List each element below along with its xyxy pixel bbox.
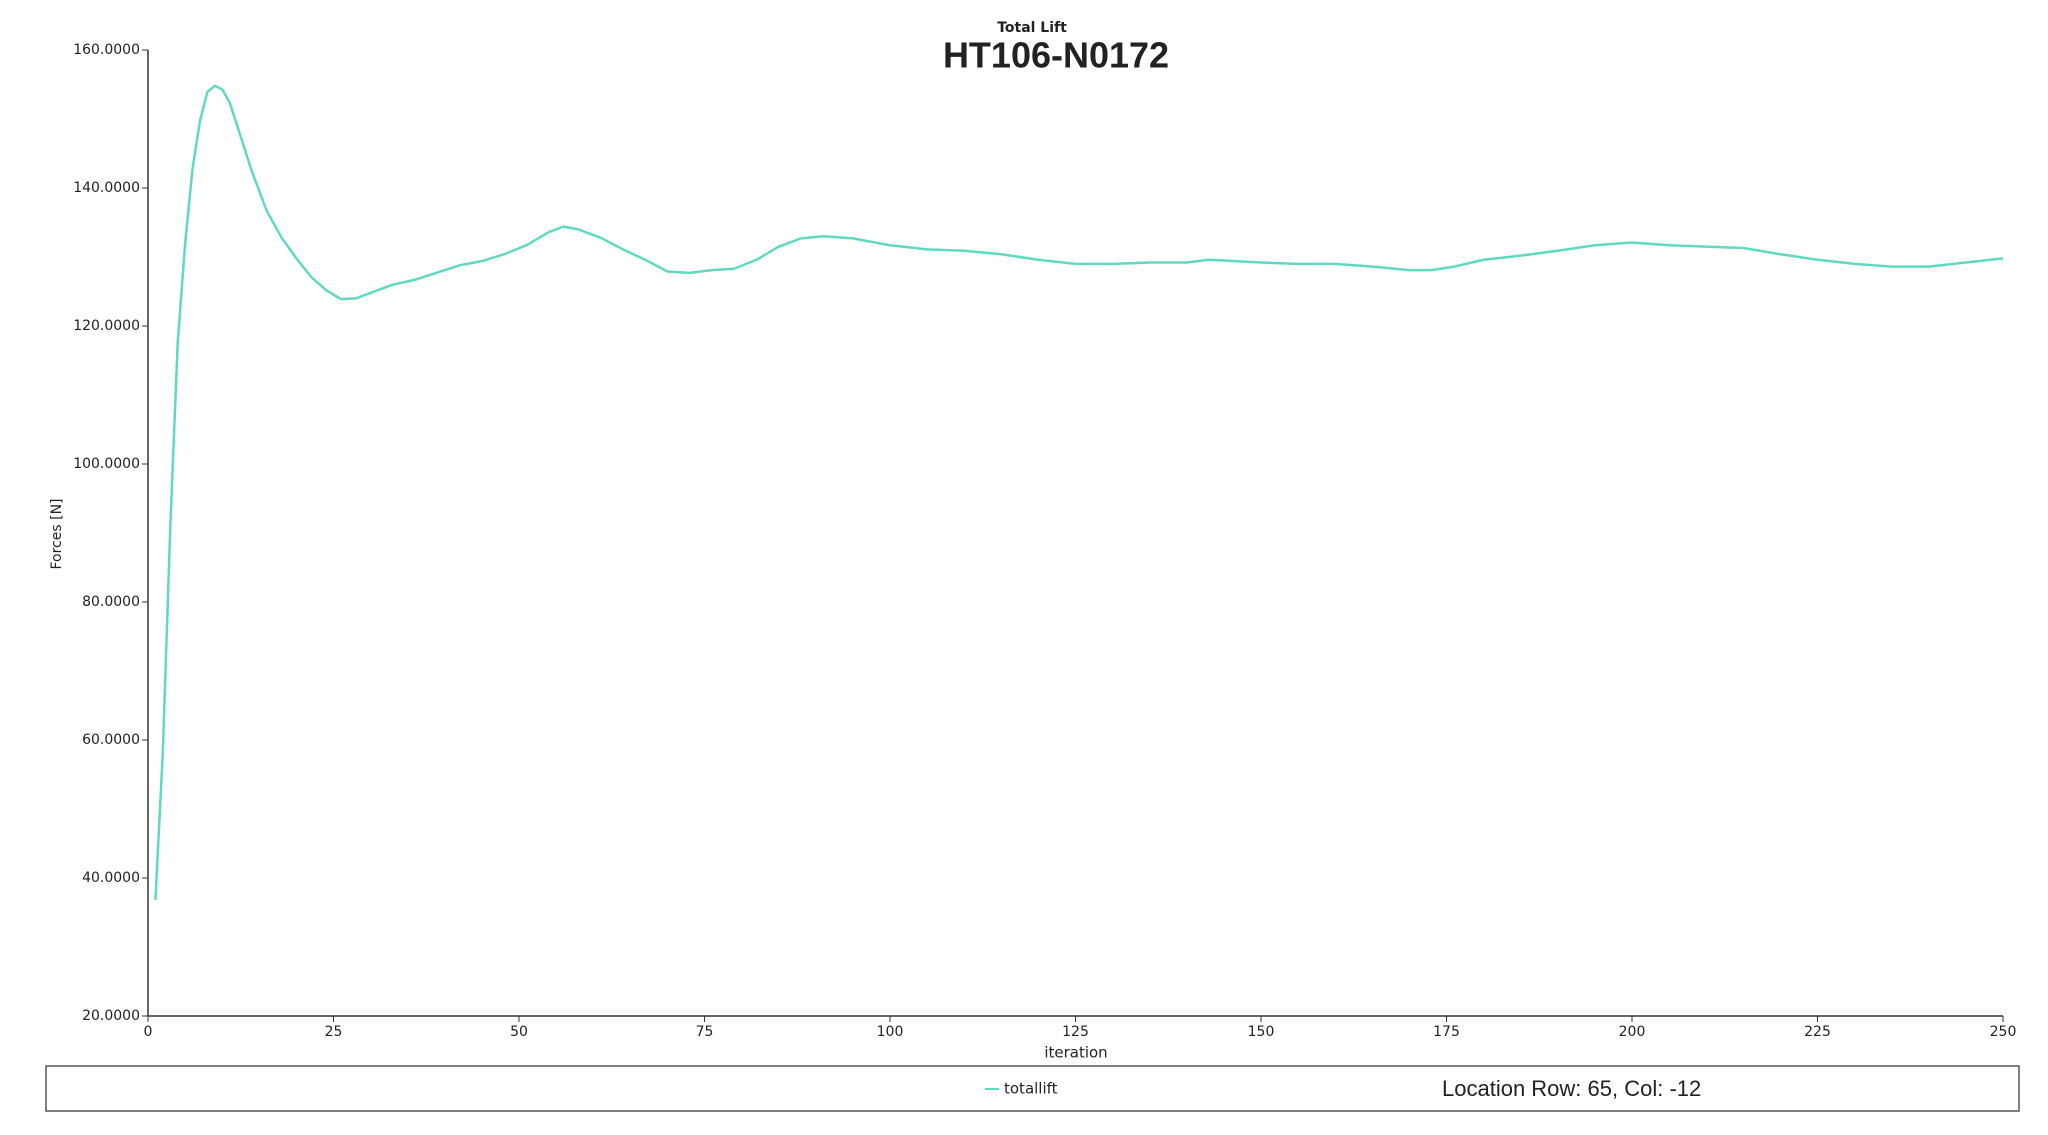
legend-label: totallift (1004, 1080, 1058, 1098)
y-tick-label: 20.0000 (82, 1008, 140, 1024)
y-tick-label: 100.0000 (73, 456, 140, 472)
y-tick-label: 120.0000 (73, 318, 140, 334)
y-tick-label: 60.0000 (82, 732, 140, 748)
legend-box (45, 1065, 2020, 1112)
x-tick-label: 100 (877, 1024, 904, 1040)
line-series (154, 84, 2004, 901)
x-tick-label: 50 (510, 1024, 528, 1040)
x-tick-label: 250 (1990, 1024, 2017, 1040)
x-tick-label: 150 (1248, 1024, 1275, 1040)
x-axis-label: iteration (1044, 1044, 1107, 1062)
status-text: Location Row: 65, Col: -12 (1442, 1076, 1701, 1101)
x-tick-label: 25 (325, 1024, 343, 1040)
x-tick-label: 0 (144, 1024, 153, 1040)
chart-title: HT106-N0172 (943, 35, 1169, 76)
y-tick-label: 140.0000 (73, 180, 140, 196)
x-tick-label: 175 (1433, 1024, 1460, 1040)
y-tick-label: 40.0000 (82, 870, 140, 886)
y-tick-label: 160.0000 (73, 42, 140, 58)
chart-supertitle: Total Lift (997, 20, 1067, 36)
x-tick-label: 125 (1062, 1024, 1089, 1040)
x-tick-label: 200 (1619, 1024, 1646, 1040)
x-tick-label: 225 (1804, 1024, 1831, 1040)
x-tick-label: 75 (696, 1024, 714, 1040)
y-tick-label: 80.0000 (82, 594, 140, 610)
y-axis-label: Forces [N] (49, 498, 65, 569)
